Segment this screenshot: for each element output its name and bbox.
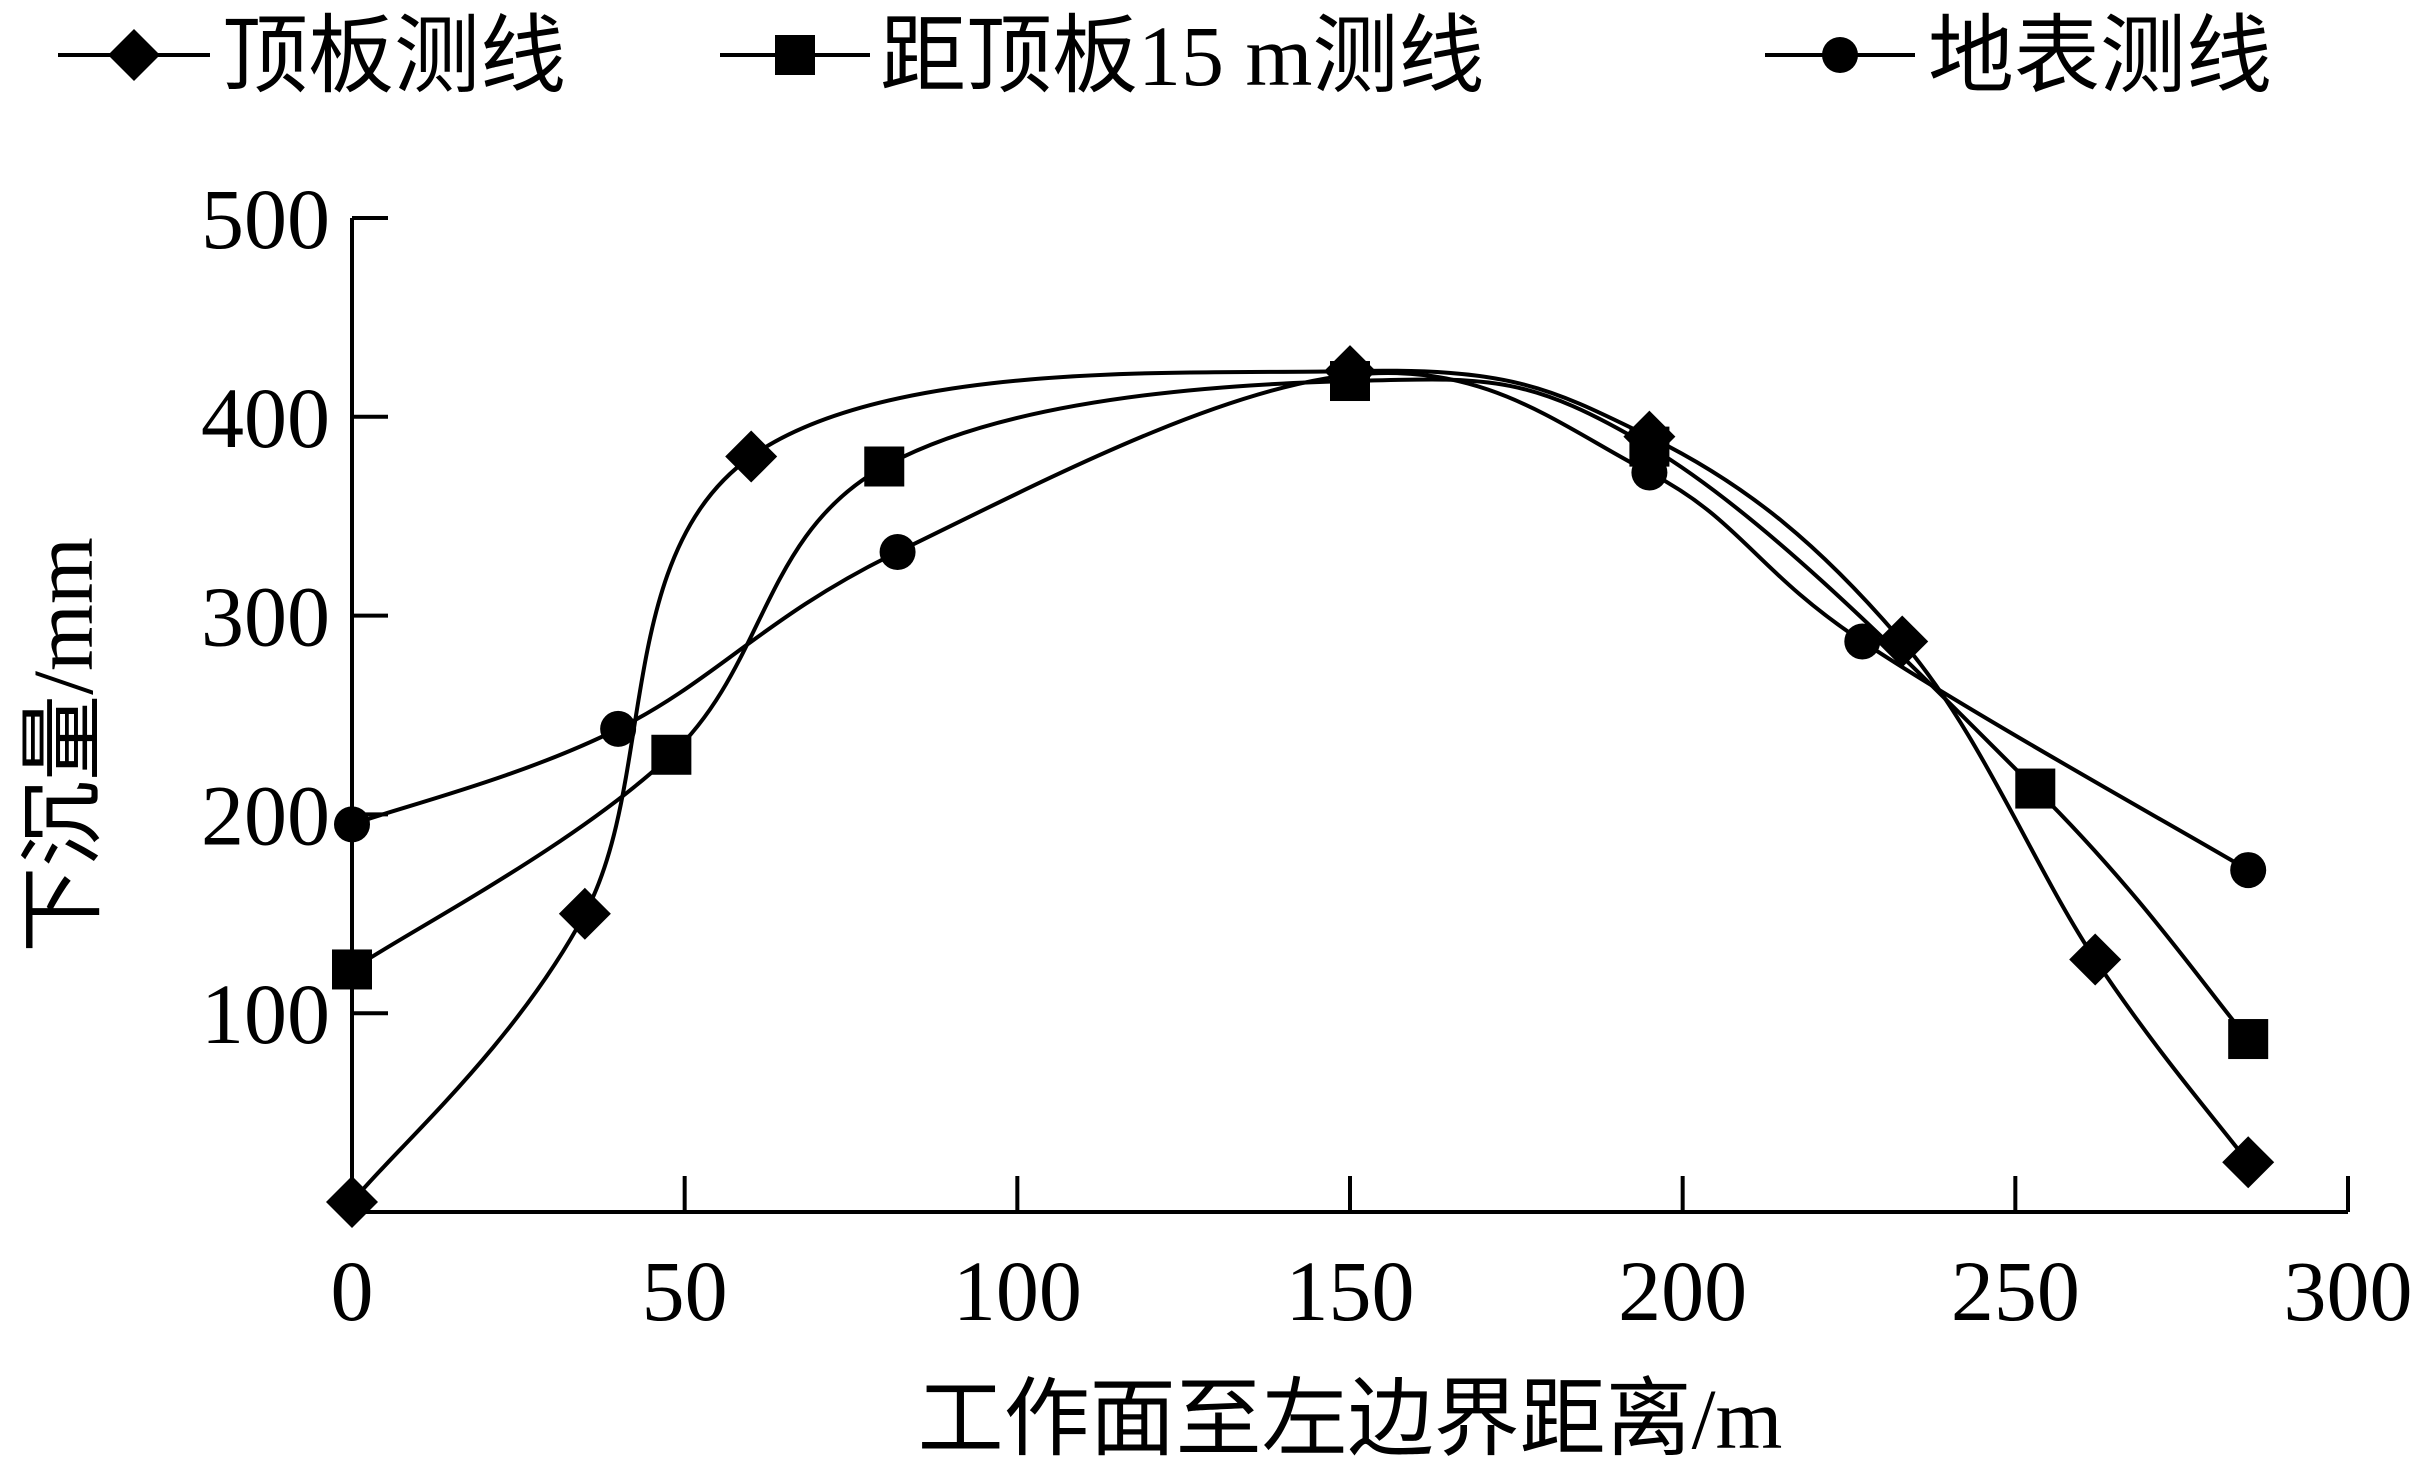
series-line-3 — [351, 371, 2250, 872]
series-1-diamond-point — [2069, 933, 2122, 986]
legend-label-3: 地表测线 — [1928, 8, 2272, 104]
series-2-square-point — [864, 446, 905, 487]
y-tick-label: 400 — [201, 370, 330, 466]
x-tick-label: 50 — [642, 1243, 728, 1339]
series-3-circle-point — [1332, 357, 1368, 394]
x-tick-label: 100 — [953, 1243, 1082, 1339]
series-2-square-point — [2015, 768, 2056, 809]
series-3-circle-point — [1844, 623, 1881, 660]
x-tick-label: 300 — [2284, 1243, 2413, 1339]
y-tick-label: 300 — [201, 569, 330, 665]
x-axis-title: 工作面至左边界距离/m — [918, 1371, 1783, 1467]
series-3-circle-point — [600, 710, 637, 747]
series-1-diamond-point — [2222, 1136, 2275, 1189]
x-tick-label: 150 — [1286, 1243, 1415, 1339]
series-group — [350, 368, 2250, 1204]
legend-diamond-marker — [108, 29, 160, 81]
legend: 顶板测线 距顶板15 m测线 地表测线 — [58, 8, 2272, 104]
x-tick-label: 250 — [1951, 1243, 2080, 1339]
axes: 0 50 100 150 200 250 300 100 200 300 400 500 — [201, 171, 2413, 1339]
markers-group — [326, 345, 2275, 1229]
series-3-circle-point — [334, 806, 370, 843]
series-1-diamond-point — [558, 887, 611, 940]
legend-circle-marker — [1822, 37, 1858, 73]
series-2-square-point — [332, 949, 372, 990]
legend-label-1: 顶板测线 — [222, 8, 566, 104]
series-2-square-point — [651, 734, 692, 775]
legend-label-2: 距顶板15 m测线 — [880, 8, 1484, 104]
series-1-diamond-point — [1876, 615, 1929, 668]
series-3-circle-point — [1631, 454, 1668, 491]
series-1-diamond-point — [326, 1176, 378, 1229]
x-tick-label: 0 — [331, 1243, 374, 1339]
y-tick-label: 200 — [201, 767, 330, 863]
y-axis-title: 下沉量/mm — [15, 537, 111, 953]
series-3-circle-point — [2230, 852, 2267, 889]
y-tick-label: 500 — [201, 171, 330, 267]
y-tick-label: 100 — [201, 966, 330, 1062]
legend-square-marker — [775, 35, 815, 75]
series-3-circle-point — [879, 533, 916, 570]
series-2-square-point — [2228, 1019, 2269, 1060]
x-tick-label: 200 — [1618, 1243, 1747, 1339]
series-1-diamond-point — [725, 430, 778, 483]
series-line-1 — [350, 368, 2250, 1204]
